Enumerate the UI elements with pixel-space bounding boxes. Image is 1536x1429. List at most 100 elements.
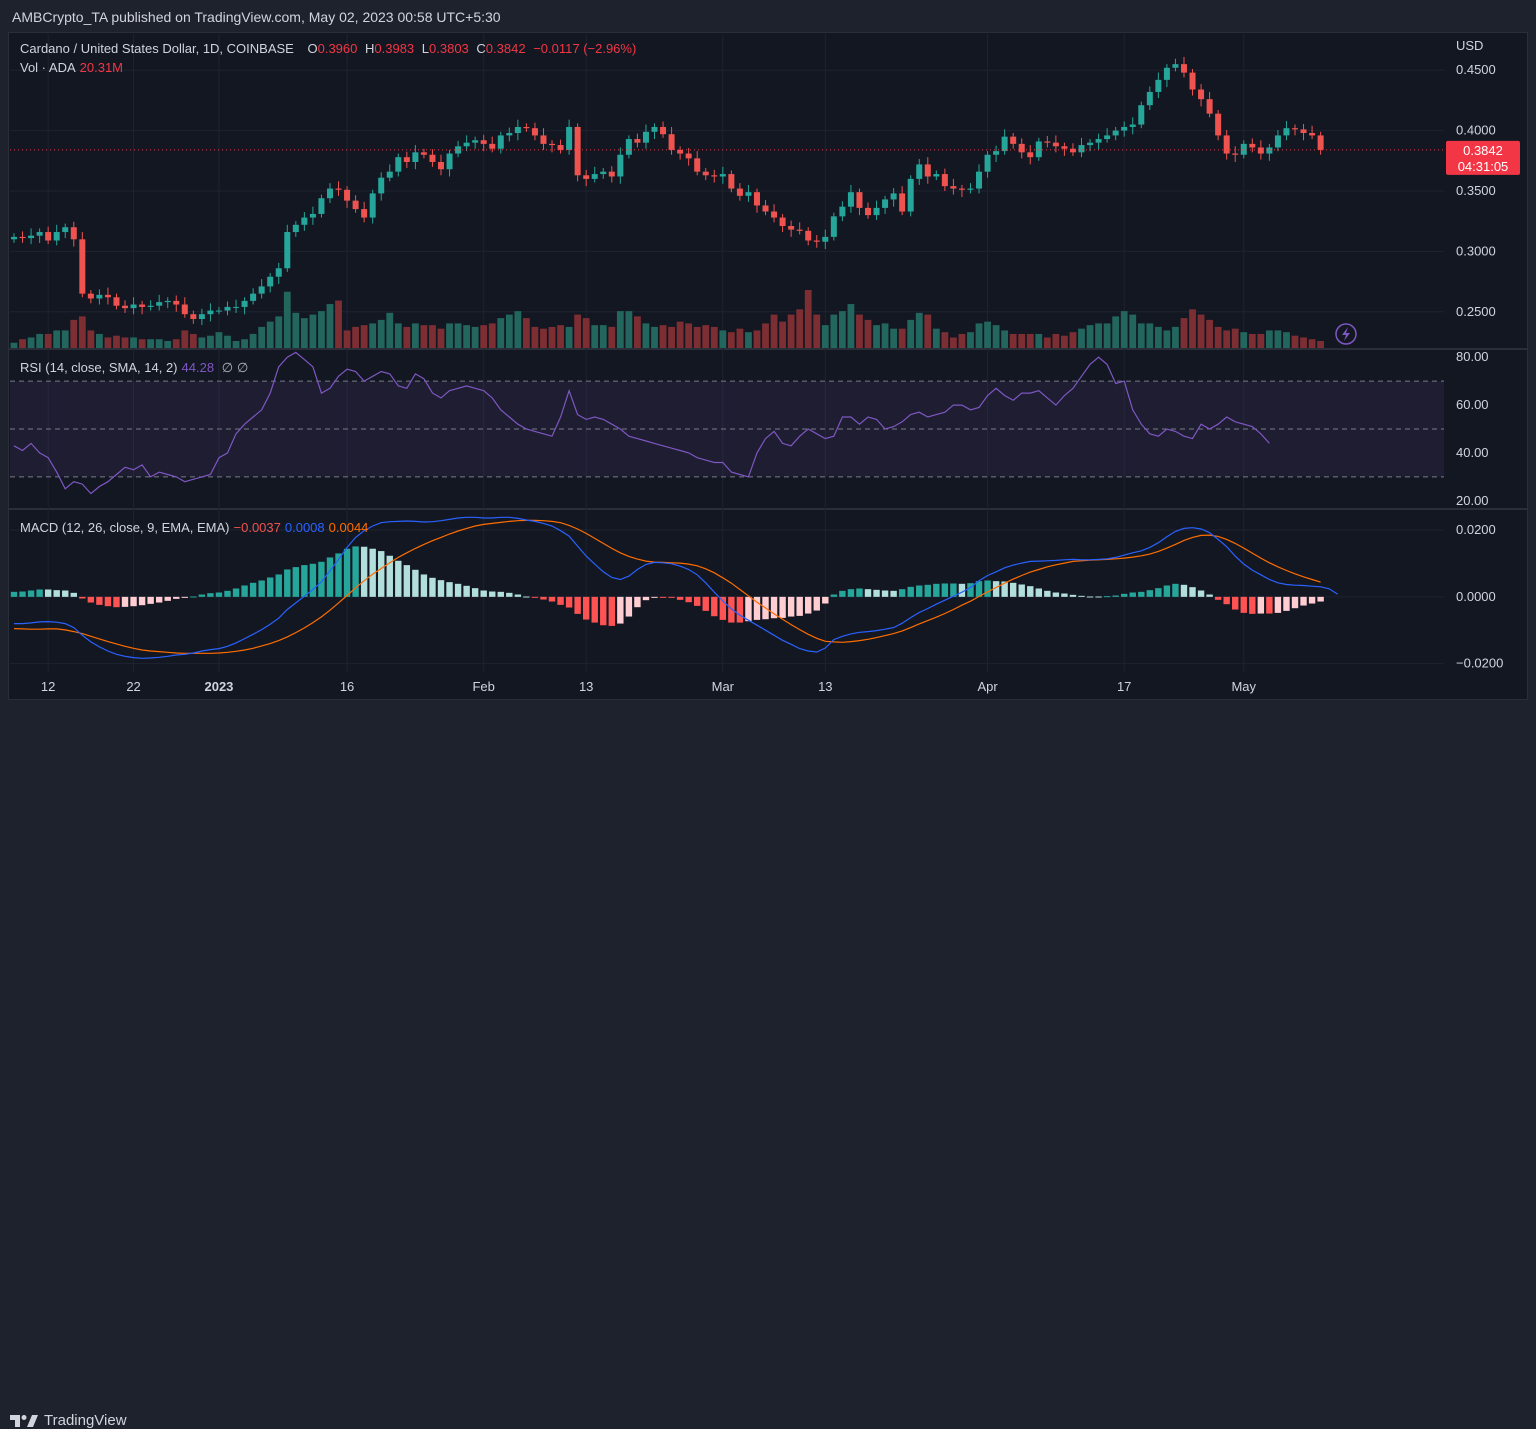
candle-body — [1052, 142, 1059, 147]
candle-body — [805, 230, 812, 241]
candle-body — [540, 135, 547, 144]
lightning-icon[interactable] — [1335, 323, 1357, 345]
macd-histogram-bar — [138, 596, 146, 606]
candle-body — [1274, 135, 1281, 148]
volume-bar — [1248, 333, 1256, 348]
candle-body — [215, 310, 222, 312]
macd-histogram-bar — [198, 594, 206, 597]
time-tick-label: May — [1231, 679, 1256, 694]
candle-body — [506, 133, 513, 136]
tradingview-brand: TradingView — [44, 1412, 127, 1429]
macd-histogram-bar — [335, 553, 342, 597]
rsi-tick-label: 60.00 — [1456, 397, 1489, 412]
volume-bar — [745, 332, 752, 348]
volume-bar — [241, 339, 248, 348]
macd-histogram-bar — [1001, 581, 1008, 597]
volume-bar — [548, 326, 556, 348]
macd-histogram-bar — [378, 551, 385, 597]
macd-histogram-bar — [53, 590, 60, 597]
candle-body — [1257, 147, 1264, 154]
macd-histogram-bar — [1291, 596, 1299, 609]
macd-histogram-bar — [753, 596, 761, 620]
macd-histogram-bar — [1257, 596, 1265, 614]
macd-histogram-bar — [1129, 592, 1136, 597]
macd-histogram-bar — [779, 596, 786, 618]
time-tick-label: Mar — [712, 679, 735, 694]
macd-histogram-bar — [1078, 595, 1085, 597]
volume-bar — [540, 328, 547, 348]
tradingview-logo-icon — [10, 1414, 38, 1427]
candle-body — [369, 193, 376, 218]
macd-histogram-bar — [463, 585, 470, 597]
volume-bar — [1308, 339, 1316, 348]
macd-histogram-bar — [284, 569, 291, 597]
candle-body — [617, 154, 624, 177]
macd-histogram-bar — [933, 583, 940, 597]
change-value: −0.0117 (−2.96%) — [533, 41, 637, 56]
macd-histogram-bar — [104, 596, 112, 607]
volume-bar — [386, 312, 394, 348]
macd-histogram-bar — [1086, 596, 1094, 598]
volume-bar — [1197, 314, 1205, 348]
candle-body — [497, 135, 504, 149]
volume-bar — [830, 314, 838, 348]
chart-canvas[interactable]: 0.4500 0.4000 0.3500 0.3000 0.2500 USD 12 22 202… — [0, 0, 1536, 740]
macd-histogram-bar — [1138, 591, 1145, 597]
candle-body — [788, 226, 795, 230]
macd-histogram-bar — [719, 596, 727, 620]
macd-histogram-bar — [36, 589, 43, 597]
macd-value: 0.0008 — [284, 520, 325, 535]
volume-bar — [787, 314, 795, 348]
candle-body — [1044, 141, 1051, 143]
macd-histogram-bar — [1283, 596, 1290, 611]
rsi-tick-label: 40.00 — [1456, 445, 1489, 460]
publisher-text: AMBCrypto_TA published on TradingView.co… — [12, 9, 501, 25]
volume-bar — [813, 314, 821, 348]
macd-histogram-bar — [1197, 590, 1205, 597]
volume-bar — [1001, 330, 1009, 348]
macd-histogram-bar — [489, 591, 496, 597]
candle-body — [113, 297, 120, 306]
volume-bar — [1274, 330, 1282, 348]
candle-body — [1163, 67, 1170, 80]
candle-body — [813, 240, 820, 242]
macd-histogram-bar — [992, 581, 1000, 597]
macd-histogram-bar — [881, 590, 889, 597]
macd-histogram-bar — [44, 589, 52, 597]
volume-bar — [967, 332, 974, 348]
volume-bar — [437, 328, 445, 348]
open-value: 0.3960 — [317, 41, 358, 56]
candle-body — [386, 171, 393, 178]
macd-histogram-bar — [1180, 584, 1188, 597]
low-value: 0.3803 — [429, 41, 469, 56]
axis-labels: 0.4500 0.4000 0.3500 0.3000 0.2500 USD 12 22 202… — [41, 38, 1503, 694]
volume-bar — [932, 328, 940, 348]
candle-body — [660, 126, 667, 135]
volume-bar — [625, 311, 633, 348]
macd-histogram-bar — [873, 589, 880, 597]
macd-histogram-bar — [454, 583, 462, 597]
symbol-label: Cardano / United States Dollar, 1D, COIN… — [20, 41, 294, 56]
macd-histogram-bar — [634, 596, 641, 608]
macd-histogram-bar — [241, 585, 248, 597]
rsi-empty-1: ∅ — [221, 360, 234, 375]
candle-body — [1155, 79, 1162, 92]
volume-bar — [10, 342, 18, 348]
volume-bar — [804, 290, 812, 348]
volume-bar — [1052, 333, 1060, 348]
macd-histogram-bar — [121, 596, 129, 607]
macd-histogram-bar — [224, 590, 231, 597]
candle-body — [950, 186, 957, 189]
candle-body — [104, 294, 111, 298]
candle-body — [147, 305, 154, 307]
volume-bar — [651, 326, 658, 348]
candle-body — [1180, 64, 1187, 73]
candle-body — [523, 126, 530, 129]
macd-histogram-bar — [1189, 587, 1196, 597]
candle-body — [130, 304, 137, 309]
candle-body — [258, 286, 265, 294]
tradingview-logo[interactable]: TradingView — [10, 1412, 127, 1429]
candle-body — [1104, 135, 1111, 140]
macd-histogram-bar — [1018, 584, 1025, 597]
macd-pane — [10, 516, 1444, 665]
